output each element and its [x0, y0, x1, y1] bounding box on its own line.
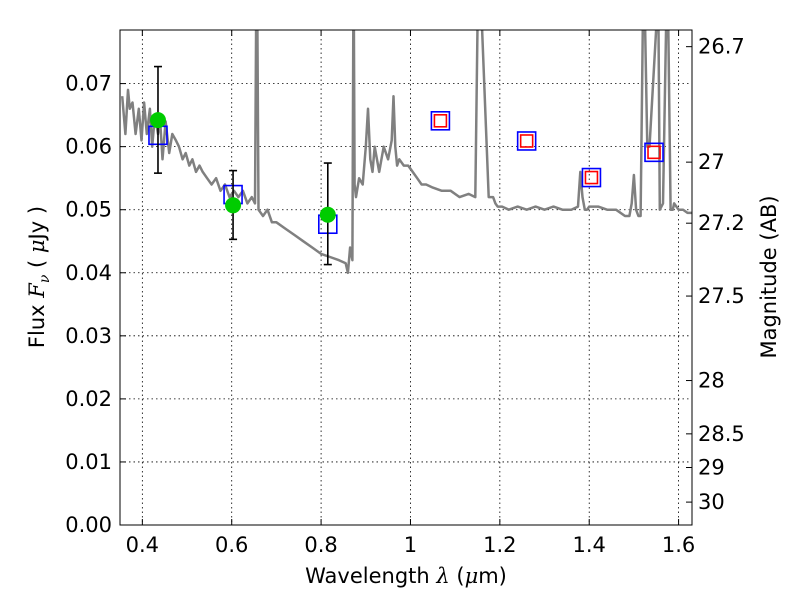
- model-flux-square: [644, 142, 664, 163]
- plot-frame: [119, 29, 693, 526]
- y2-tick-label: 29: [698, 455, 725, 479]
- y-tick-label: 0.05: [65, 198, 112, 222]
- y-tick-label: 0.00: [65, 513, 112, 537]
- y2-tick-label: 27.2: [698, 211, 745, 235]
- x-tick-label: 1.6: [662, 533, 695, 557]
- y-tick-label: 0.06: [65, 135, 112, 159]
- x-axis-label: Wavelength λ (μm): [305, 564, 507, 588]
- y-tick-label: 0.07: [65, 72, 112, 96]
- x-tick-label: 0.8: [304, 533, 337, 557]
- y2-tick-label: 27: [698, 150, 725, 174]
- x-tick-label: 0.4: [126, 533, 159, 557]
- y-tick-label: 0.02: [65, 387, 112, 411]
- ticks: [120, 30, 692, 526]
- y2-tick-label: 28.5: [698, 422, 745, 446]
- grid: [120, 30, 692, 526]
- model-flux-square: [581, 167, 602, 188]
- y2-tick-label: 27.5: [698, 284, 745, 308]
- x-tick-label: 1.2: [483, 533, 516, 557]
- x-tick-label: 1.4: [573, 533, 606, 557]
- x-tick-label: 0.6: [215, 533, 248, 557]
- y2-tick-label: 28: [698, 369, 725, 393]
- model-flux-square-red: [584, 170, 599, 185]
- plot-area: [120, 30, 692, 525]
- y2-tick-label: 30: [698, 490, 725, 514]
- y-tick-label: 0.01: [65, 450, 112, 474]
- y2-tick-label: 26.7: [698, 35, 745, 59]
- model-spectrum-line: [120, 30, 692, 275]
- y-tick-label: 0.04: [65, 261, 112, 285]
- x-tick-label: 1: [404, 533, 417, 557]
- y-tick-label: 0.03: [65, 324, 112, 348]
- model-flux-square-red: [647, 145, 661, 160]
- model-flux-square-red: [433, 114, 448, 128]
- model-flux-square: [516, 131, 537, 151]
- data-layer: [120, 30, 692, 275]
- y2-axis-label: Magnitude (AB): [757, 195, 781, 358]
- observed-flux-point: [319, 206, 336, 223]
- model-flux-square-red: [519, 134, 534, 148]
- tick-labels: 0.4 0.6 0.8 1 1.2 1.4 1.6 0.00 0.01 0.02 0.03 0.04 0…: [65, 35, 745, 557]
- observed-flux-point: [225, 197, 242, 214]
- y-axis-label: Flux Fν ( μJy ): [25, 206, 53, 348]
- observed-flux-point: [149, 112, 166, 129]
- model-flux-square: [430, 111, 451, 131]
- overlay-layer: [148, 65, 664, 266]
